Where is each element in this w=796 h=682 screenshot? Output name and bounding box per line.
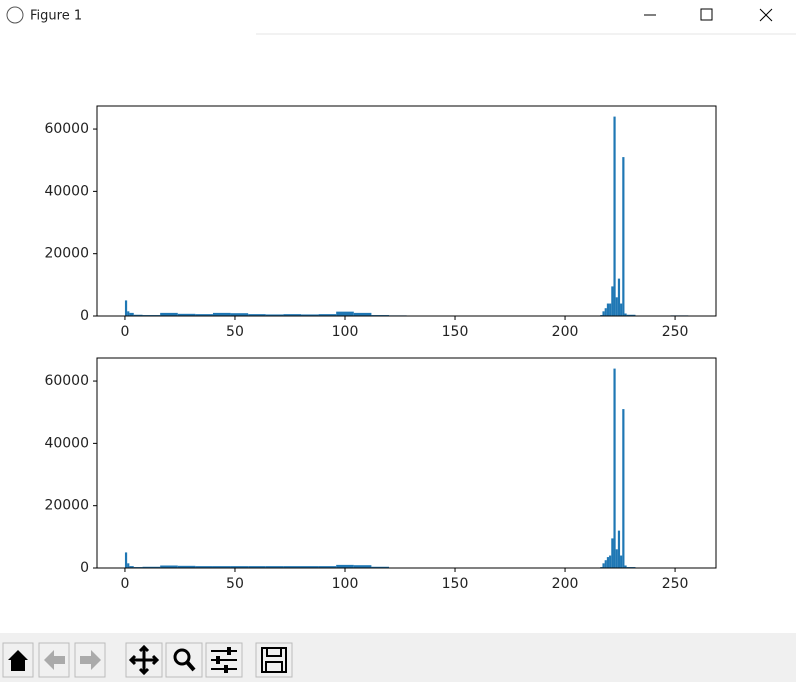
- y-tick-label: 40000: [44, 183, 89, 199]
- histogram-bar: [177, 565, 196, 568]
- histogram-bar: [129, 312, 134, 316]
- x-tick-label: 100: [332, 576, 359, 592]
- y-tick-label: 0: [80, 560, 89, 576]
- histogram-bar: [613, 368, 616, 568]
- histogram-bar: [318, 314, 337, 316]
- toolbar: [0, 633, 796, 682]
- histogram-bar: [195, 566, 213, 568]
- x-tick-label: 0: [120, 324, 129, 340]
- x-tick-label: 250: [662, 576, 689, 592]
- histogram-bar: [353, 312, 372, 316]
- histogram-bar: [620, 555, 623, 568]
- histogram-bar: [606, 557, 610, 568]
- histogram-bar: [624, 565, 627, 568]
- axes-frame: [96, 357, 717, 569]
- x-tick-label: 0: [120, 576, 129, 592]
- histogram-bar: [336, 311, 354, 316]
- x-tick-label: 150: [442, 324, 469, 340]
- x-tick-label: 200: [552, 576, 579, 592]
- histogram-bar: [133, 314, 143, 316]
- histogram-bar: [127, 311, 130, 316]
- histogram-bar: [230, 566, 249, 568]
- x-tick-label: 100: [332, 324, 359, 340]
- histogram-bar: [248, 314, 266, 316]
- histogram-bar: [230, 313, 249, 316]
- histogram-bar: [604, 560, 607, 568]
- app-icon: [6, 6, 24, 24]
- x-tick-label: 50: [226, 324, 244, 340]
- zoom-button[interactable]: [165, 642, 203, 678]
- histogram-bar: [613, 116, 616, 316]
- histogram-bar: [336, 564, 354, 568]
- x-tick-label: 50: [226, 576, 244, 592]
- histogram-bar: [620, 303, 623, 316]
- histogram-bar: [212, 566, 231, 568]
- histogram-bar: [606, 303, 610, 316]
- histogram-bar: [626, 314, 636, 316]
- histogram-bar: [195, 314, 213, 316]
- axes-frame: [96, 105, 717, 317]
- histogram-bar: [177, 313, 196, 316]
- histogram-bar: [609, 555, 612, 568]
- home-button[interactable]: [2, 642, 34, 678]
- y-tick-label: 40000: [44, 435, 89, 451]
- histogram-bar: [248, 566, 266, 568]
- pan-button[interactable]: [125, 642, 163, 678]
- histogram-bar: [617, 278, 621, 316]
- histogram-bar: [615, 297, 618, 316]
- maximize-button[interactable]: [700, 8, 713, 21]
- y-tick-label: 60000: [44, 121, 89, 137]
- histogram-bar: [617, 530, 621, 568]
- y-tick-label: 0: [80, 308, 89, 324]
- back-button[interactable]: [38, 642, 70, 678]
- y-tick-label: 60000: [44, 373, 89, 389]
- histogram-bar: [212, 312, 231, 316]
- save-button[interactable]: [255, 642, 293, 678]
- histogram-bar: [160, 565, 178, 568]
- forward-button[interactable]: [74, 642, 106, 678]
- histogram-bar: [124, 300, 128, 316]
- x-tick-label: 250: [662, 324, 689, 340]
- x-tick-label: 200: [552, 324, 579, 340]
- histogram-bar: [611, 286, 614, 316]
- histogram-bar: [283, 314, 301, 316]
- histogram-bar: [624, 313, 627, 316]
- y-tick-label: 20000: [44, 246, 89, 262]
- window-title: Figure 1: [30, 9, 82, 24]
- histogram-bar: [127, 563, 130, 568]
- histogram-bar: [318, 566, 337, 568]
- histogram-bar: [611, 538, 614, 568]
- histogram-bar: [283, 566, 301, 568]
- histogram-bar: [602, 563, 605, 568]
- x-tick-label: 150: [442, 576, 469, 592]
- histogram-bar: [129, 566, 134, 568]
- histogram-bar: [300, 566, 319, 568]
- histogram-bar: [622, 157, 625, 316]
- histogram-bar: [300, 314, 319, 316]
- close-button[interactable]: [759, 8, 773, 22]
- histogram-bar: [353, 565, 372, 568]
- y-tick-label: 20000: [44, 498, 89, 514]
- histogram-bar: [371, 566, 390, 568]
- histogram-bar: [142, 566, 161, 568]
- histogram-bar: [160, 312, 178, 316]
- histogram-bar: [124, 552, 128, 568]
- histogram-bar: [265, 566, 284, 568]
- histogram-bar: [622, 409, 625, 568]
- histogram-bar: [615, 549, 618, 568]
- histogram-bar: [602, 311, 605, 316]
- histogram-bar: [265, 314, 284, 316]
- configure-button[interactable]: [205, 642, 243, 678]
- histogram-bar: [609, 303, 612, 316]
- histogram-bar: [604, 308, 607, 316]
